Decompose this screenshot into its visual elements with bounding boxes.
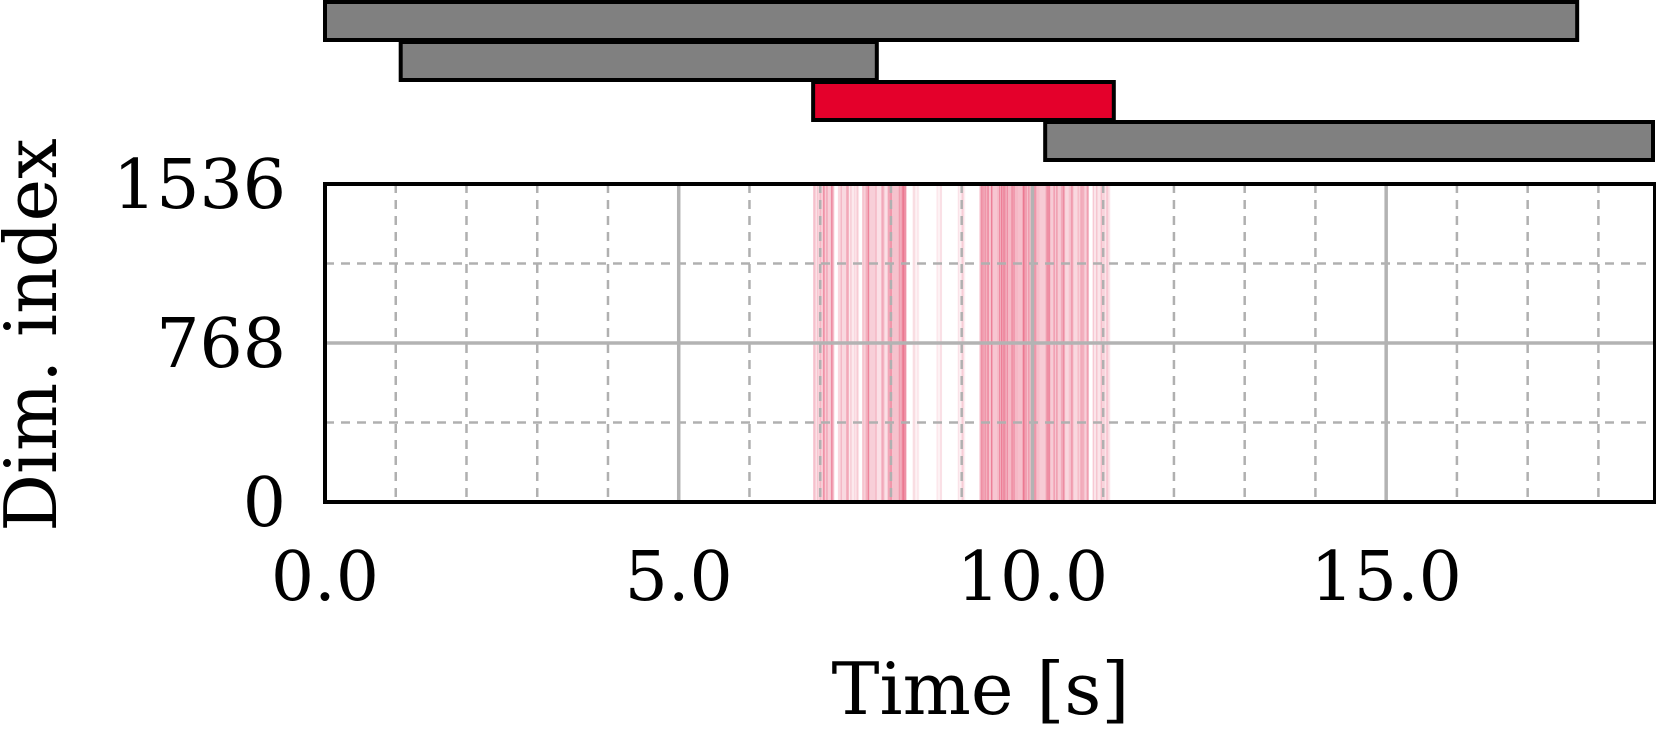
y-tick-label: 0: [243, 464, 286, 543]
x-tick-label: 10.0: [957, 538, 1108, 617]
x-tick-labels: 0.0 5.0 10.0 15.0: [271, 538, 1462, 617]
segment-bars: [323, 0, 1656, 162]
segment-bar: [323, 0, 1580, 42]
x-tick-label: 15.0: [1310, 538, 1461, 617]
x-tick-label: 0.0: [271, 538, 379, 617]
y-tick-labels: 0 768 1536: [113, 146, 286, 543]
segment-bar-highlighted: [811, 80, 1116, 122]
plot-area: [323, 182, 1656, 504]
y-tick-label: 768: [156, 305, 286, 384]
plot-frame: [323, 182, 1656, 504]
segment-bar: [398, 40, 879, 82]
y-tick-label: 1536: [113, 146, 286, 225]
y-axis-label: Dim. index: [0, 138, 73, 532]
segment-bar: [1043, 120, 1656, 162]
x-axis-label: Time [s]: [832, 647, 1130, 731]
x-tick-label: 5.0: [625, 538, 733, 617]
